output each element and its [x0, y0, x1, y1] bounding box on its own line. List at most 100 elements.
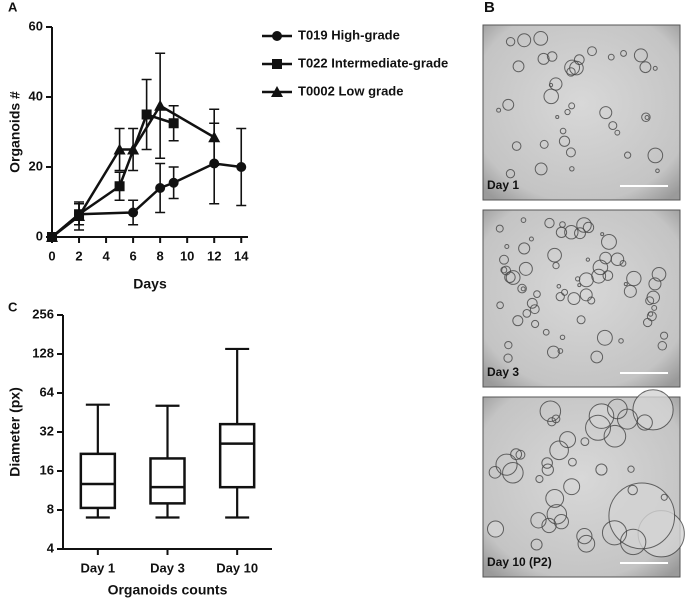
organoid: [518, 261, 533, 276]
marker: [271, 86, 283, 97]
legend-label: T0002 Low grade: [298, 83, 403, 98]
y-tick-label: 32: [40, 423, 54, 438]
organoid: [587, 46, 597, 57]
organoid: [596, 329, 613, 346]
organoid: [561, 288, 569, 296]
organoid: [557, 348, 564, 354]
organoid: [518, 242, 531, 255]
organoid: [568, 102, 576, 110]
organoid: [633, 48, 648, 63]
y-tick-label: 60: [29, 18, 43, 33]
organoid: [502, 98, 515, 111]
organoid: [495, 224, 504, 233]
organoid: [626, 270, 642, 287]
panel-label: B: [484, 0, 495, 16]
marker: [236, 162, 247, 172]
marker: [73, 210, 86, 221]
organoid: [567, 457, 577, 467]
organoid: [543, 88, 559, 105]
organoid: [574, 227, 586, 240]
organoid: [644, 115, 650, 120]
organoid: [555, 226, 568, 239]
organoid: [599, 106, 613, 120]
organoid: [541, 517, 557, 534]
organoid: [520, 217, 527, 223]
whisker: [155, 503, 180, 519]
y-tick-label: 256: [32, 306, 54, 321]
y-tick-label: 128: [32, 345, 54, 360]
organoid: [539, 139, 549, 149]
marker: [114, 181, 125, 192]
organoid: [657, 341, 668, 351]
y-tick-label: 64: [40, 384, 55, 399]
organoid: [618, 338, 624, 344]
organoid: [582, 221, 595, 234]
legend-label: T019 High-grade: [298, 27, 400, 42]
organoid: [499, 254, 509, 265]
organoid: [505, 36, 516, 47]
organoid: [566, 67, 576, 77]
organoid: [641, 112, 651, 122]
organoid: [520, 286, 526, 292]
organoid: [601, 233, 617, 250]
organoid: [549, 440, 569, 461]
organoid: [517, 33, 532, 48]
organoid: [544, 217, 555, 229]
organoid: [569, 166, 575, 172]
organoid: [608, 482, 676, 550]
x-tick-label: 14: [234, 248, 249, 263]
marker: [155, 183, 166, 193]
organoid: [576, 315, 586, 325]
organoid: [537, 52, 550, 65]
organoid: [500, 266, 508, 274]
x-tick-label: 12: [207, 248, 221, 263]
organoid: [553, 514, 569, 530]
organoid: [555, 292, 565, 302]
organoid: [534, 162, 548, 176]
micrograph: Day 10 (P2): [482, 389, 685, 578]
panel-label: A: [8, 0, 18, 14]
x-axis-title: Organoids counts: [108, 582, 228, 598]
organoid: [564, 59, 581, 76]
organoid: [504, 271, 516, 284]
micrograph: Day 3: [482, 209, 681, 388]
organoid: [528, 236, 534, 242]
image-caption: Day 3: [487, 365, 519, 379]
organoid: [590, 350, 604, 364]
organoid: [592, 259, 609, 276]
legend-label: T022 Intermediate-grade: [298, 55, 448, 70]
organoid: [614, 129, 621, 136]
organoid: [539, 400, 562, 422]
organoid: [517, 283, 527, 294]
organoid: [504, 243, 510, 249]
whisker: [155, 404, 180, 459]
y-tick-label: 20: [29, 158, 43, 173]
organoid: [660, 331, 669, 340]
x-tick-label: 10: [180, 248, 194, 263]
y-tick-label: 40: [29, 88, 43, 103]
organoid: [530, 512, 547, 529]
series-line: [51, 112, 175, 238]
organoid: [619, 259, 627, 267]
organoid: [642, 317, 653, 328]
organoid: [545, 489, 565, 508]
organoid: [655, 168, 660, 174]
organoid: [620, 528, 647, 556]
x-tick-label: 8: [157, 248, 164, 263]
x-tick-label: 6: [129, 248, 136, 263]
y-tick-label: 8: [47, 501, 54, 516]
organoid: [512, 315, 524, 327]
organoid: [529, 304, 540, 315]
organoid: [623, 282, 628, 287]
box: [79, 452, 117, 510]
organoid: [591, 268, 607, 284]
organoid: [522, 309, 532, 318]
organoid: [552, 261, 560, 270]
organoid: [576, 528, 593, 545]
organoid: [486, 520, 505, 538]
panel-label: C: [8, 299, 18, 314]
marker: [154, 99, 167, 111]
organoid: [542, 328, 550, 336]
organoid: [624, 151, 632, 159]
